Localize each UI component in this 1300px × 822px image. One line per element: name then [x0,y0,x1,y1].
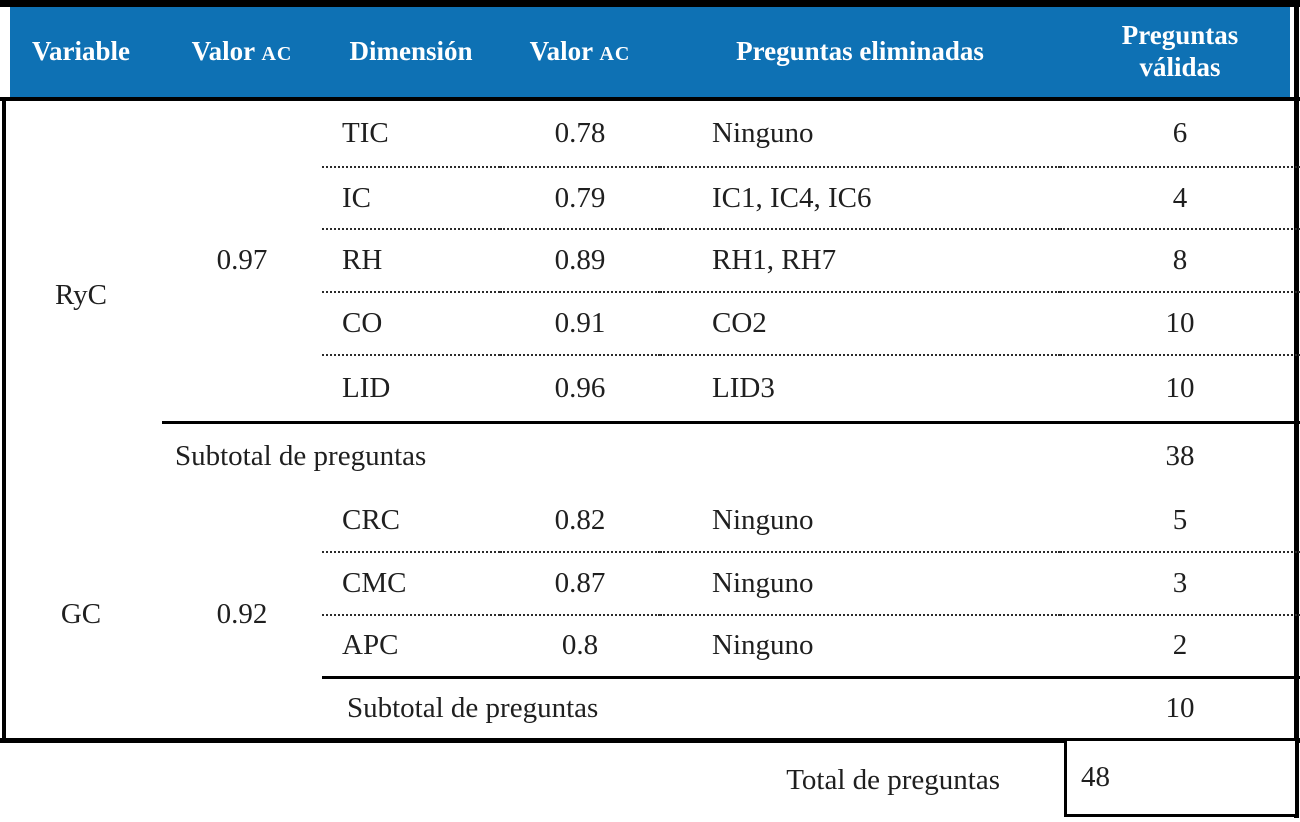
cell-valor-dimension: 0.89 [500,229,660,293]
header-preguntas-validas-line1: Preguntas [1121,20,1239,51]
cell-variable-ryc: RyC [54,279,108,311]
table-row: APC 0.8 Ninguno 2 [0,615,1300,677]
header-valor-ac-1-main: Valor [191,36,255,67]
table-top-border [0,0,1300,7]
table-header: Variable Valor AC Dimensión Valor AC Pre… [0,7,1300,97]
table-right-border [1294,0,1299,818]
table-row: LID 0.96 LID3 10 [0,355,1300,422]
cell-dimension: IC [322,167,500,230]
cell-valor-dimension: 0.87 [500,552,660,616]
cell-preguntas-validas: 6 [1060,101,1300,168]
cell-subtotal-label: Subtotal de preguntas [322,675,1060,738]
cell-dimension: TIC [322,101,500,168]
cell-preguntas-eliminadas: Ninguno [660,552,1060,616]
cell-valor-dimension: 0.96 [554,371,606,404]
cell-preguntas-eliminadas: RH1, RH7 [660,229,1060,293]
cell-dimension: CO [322,292,500,356]
cell-subtotal-value: 38 [1060,420,1300,490]
cell-preguntas-eliminadas: Ninguno [712,629,814,662]
header-dimension: Dimensión [349,36,473,67]
cell-valor-gc: 0.92 [216,597,268,630]
cell-preguntas-validas: 5 [1060,490,1300,553]
data-table: RyC 0.97 TIC 0.78 Ninguno 6 IC 0.79 IC1,… [0,101,1300,738]
cell-variable-gc: GC [60,597,102,630]
table-row: IC 0.79 IC1, IC4, IC6 4 [0,167,1300,230]
table-row: RyC 0.97 TIC 0.78 Ninguno 6 [0,101,1300,311]
cell-valor-ryc: 0.97 [216,244,268,277]
header-valor-ac-1: Valor AC [162,36,322,68]
cell-preguntas-eliminadas: CO2 [660,292,1060,356]
header-variable: Variable [31,36,130,67]
header-row: Variable Valor AC Dimensión Valor AC Pre… [0,7,1300,97]
cell-dimension: LID [342,371,391,404]
subtotal-row: Subtotal de preguntas 38 [0,420,1300,490]
cell-preguntas-validas: 10 [1165,371,1195,404]
table-row: RH 0.89 RH1, RH7 8 [0,229,1300,293]
total-value-box: 48 [1064,738,1298,817]
cell-dimension: CMC [322,552,500,616]
cell-dimension: APC [342,629,399,662]
cell-preguntas-validas: 8 [1060,229,1300,293]
cell-preguntas-eliminadas: Ninguno [660,101,1060,168]
table-row: GC 0.92 CRC 0.82 Ninguno 5 [0,490,1300,630]
header-valor-ac-2-main: Valor [529,36,593,67]
cell-valor-dimension: 0.79 [500,167,660,230]
cell-preguntas-eliminadas: IC1, IC4, IC6 [660,167,1060,230]
header-valor-ac-2: Valor AC [500,36,660,68]
cell-dimension: CRC [322,490,500,553]
header-preguntas-eliminadas: Preguntas eliminadas [736,36,984,67]
header-preguntas-validas-line2: válidas [1139,52,1221,82]
total-value: 48 [1081,761,1110,793]
table-row: CO 0.91 CO2 10 [0,292,1300,356]
cell-valor-dimension: 0.82 [500,490,660,553]
total-label: Total de preguntas [786,763,1000,796]
cell-subtotal-value: 10 [1060,675,1300,738]
header-bottom-border [0,97,1300,101]
cell-preguntas-eliminadas: Ninguno [660,490,1060,553]
cell-dimension: RH [322,229,500,293]
table-bottom-border [0,738,1300,743]
header-valor-ac-1-caps: AC [261,43,293,66]
subtotal-row: Subtotal de preguntas 10 [0,675,1300,738]
header-background [10,7,1290,97]
cell-preguntas-eliminadas: LID3 [712,371,775,404]
table-body: RyC 0.97 TIC 0.78 Ninguno 6 IC 0.79 IC1,… [0,101,1300,738]
table-left-border [2,97,6,741]
cell-valor-dimension: 0.78 [500,101,660,168]
header-preguntas-validas: Preguntas válidas [1060,20,1300,84]
cell-preguntas-validas: 3 [1060,552,1300,616]
cell-preguntas-validas: 2 [1172,629,1188,662]
cell-preguntas-validas: 4 [1060,167,1300,230]
cell-valor-dimension: 0.91 [500,292,660,356]
cell-valor-dimension: 0.8 [561,629,599,662]
header-valor-ac-2-caps: AC [599,43,631,66]
table-row: CMC 0.87 Ninguno 3 [0,552,1300,616]
cell-preguntas-validas: 10 [1060,292,1300,356]
cell-subtotal-label: Subtotal de preguntas [162,420,1060,490]
